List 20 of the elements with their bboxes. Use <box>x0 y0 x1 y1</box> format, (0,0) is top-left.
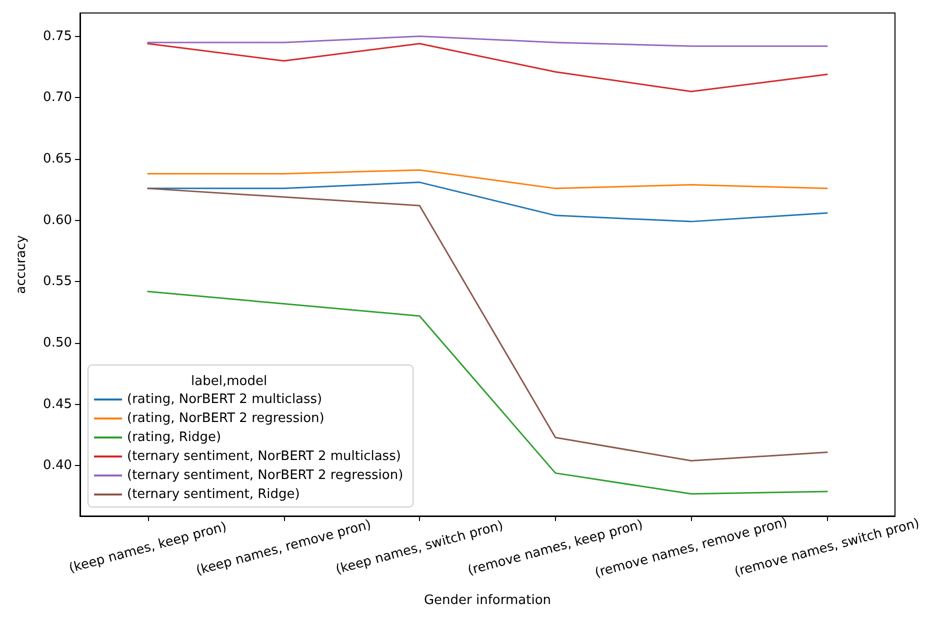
legend-label: (ternary sentiment, Ridge) <box>127 487 300 502</box>
line-series <box>147 42 828 92</box>
legend-label: (rating, NorBERT 2 multiclass) <box>127 392 322 407</box>
line-series <box>147 182 828 222</box>
legend-label: (rating, NorBERT 2 regression) <box>127 411 324 426</box>
y-tick-label: 0.45 <box>43 396 72 412</box>
y-tick-label: 0.40 <box>43 458 72 474</box>
y-tick-label: 0.50 <box>43 336 72 351</box>
y-axis-title: accuracy <box>14 234 29 294</box>
y-tick-label: 0.75 <box>43 28 72 44</box>
legend-title: label,model <box>191 374 268 389</box>
legend-label: (ternary sentiment, NorBERT 2 regression) <box>127 468 404 483</box>
y-tick-label: 0.55 <box>43 274 72 290</box>
line-series <box>147 169 828 190</box>
legend-label: (rating, Ridge) <box>127 430 222 445</box>
y-tick-label: 0.65 <box>43 151 72 166</box>
y-tick-label: 0.60 <box>43 212 72 228</box>
legend-label: (ternary sentiment, NorBERT 2 multiclass) <box>127 449 401 464</box>
x-axis-title: Gender information <box>424 593 552 608</box>
y-tick-label: 0.70 <box>43 90 72 106</box>
